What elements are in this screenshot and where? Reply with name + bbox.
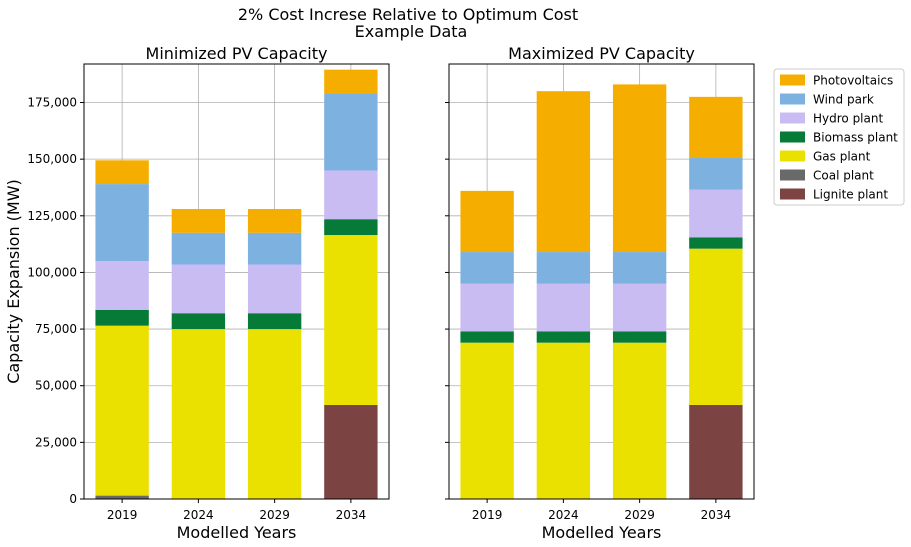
right-xtick-label: 2019 xyxy=(472,508,503,522)
right-x-axis-label: Modelled Years xyxy=(542,523,662,542)
right-bar-hydro-plant-2029 xyxy=(612,283,667,332)
left-chart-panel: 0 25,000 50,000 75,000 100,000 125,000 150,000… xyxy=(4,44,390,542)
left-bar-biomass-plant-2034 xyxy=(324,219,378,236)
left-bar-biomass-plant-2029 xyxy=(247,313,302,330)
right-xtick-label: 2029 xyxy=(624,508,655,522)
legend-label-gas-plant: Gas plant xyxy=(813,150,871,164)
right-bar-photovoltaics-2034 xyxy=(689,96,743,159)
right-bar-hydro-plant-2019 xyxy=(460,283,514,332)
left-bar-biomass-plant-2024 xyxy=(171,313,226,330)
legend-label-coal-plant: Coal plant xyxy=(813,169,874,183)
left-bar-gas-plant-2024 xyxy=(171,329,226,499)
legend-swatch-coal-plant xyxy=(780,169,805,181)
left-bar-gas-plant-2029 xyxy=(247,329,302,499)
left-bar-wind-park-2029 xyxy=(247,232,302,265)
right-bar-wind-park-2034 xyxy=(689,158,743,190)
legend-swatch-photovoltaics xyxy=(780,74,805,86)
left-bar-photovoltaics-2029 xyxy=(247,209,302,233)
left-bar-coal-plant-2019 xyxy=(95,495,149,499)
left-bar-lignite-plant-2034 xyxy=(324,404,378,499)
right-bar-wind-park-2024 xyxy=(536,252,591,284)
right-bar-photovoltaics-2029 xyxy=(612,84,667,253)
left-bar-wind-park-2034 xyxy=(324,93,378,171)
legend: Photovoltaics Wind park Hydro plant Biomass… xyxy=(773,68,905,206)
right-bar-biomass-plant-2019 xyxy=(460,331,514,343)
left-ytick-label: 50,000 xyxy=(35,379,77,393)
left-bar-photovoltaics-2024 xyxy=(171,209,226,233)
right-bar-hydro-plant-2024 xyxy=(536,283,591,332)
right-xtick-label: 2034 xyxy=(701,508,732,522)
right-bar-biomass-plant-2034 xyxy=(689,237,743,249)
left-x-axis-label: Modelled Years xyxy=(177,523,297,542)
legend-label-hydro-plant: Hydro plant xyxy=(813,112,883,126)
legend-swatch-lignite-plant xyxy=(780,188,805,200)
left-y-axis-label: Capacity Expansion (MW) xyxy=(4,179,23,384)
right-chart-panel: 2019 2024 2029 2034 Maximized PV Capacity Mod… xyxy=(445,44,755,542)
figure-title-line1: 2% Cost Increse Relative to Optimum Cost xyxy=(238,5,578,24)
legend-label-lignite-plant: Lignite plant xyxy=(813,188,888,202)
right-bar-photovoltaics-2019 xyxy=(460,190,514,253)
legend-frame xyxy=(773,68,905,206)
left-bar-hydro-plant-2034 xyxy=(324,170,378,220)
left-bar-gas-plant-2034 xyxy=(324,235,378,405)
right-bar-gas-plant-2029 xyxy=(612,342,667,499)
legend-swatch-gas-plant xyxy=(780,150,805,162)
left-bar-biomass-plant-2019 xyxy=(95,309,149,326)
right-bar-gas-plant-2034 xyxy=(689,248,743,405)
legend-swatch-biomass-plant xyxy=(780,131,805,143)
left-bar-wind-park-2019 xyxy=(95,184,149,262)
left-ytick-label: 125,000 xyxy=(27,209,77,223)
left-ytick-label: 175,000 xyxy=(27,96,77,110)
legend-swatch-wind-park xyxy=(780,93,805,105)
left-ytick-label: 75,000 xyxy=(35,322,77,336)
left-xtick-label: 2019 xyxy=(107,508,138,522)
right-bar-photovoltaics-2024 xyxy=(536,91,591,253)
left-ytick-label: 0 xyxy=(69,492,77,506)
left-bar-wind-park-2024 xyxy=(171,232,226,265)
left-bar-gas-plant-2019 xyxy=(95,325,149,496)
left-bar-hydro-plant-2024 xyxy=(171,264,226,314)
legend-label-photovoltaics: Photovoltaics xyxy=(813,74,893,88)
right-bar-biomass-plant-2024 xyxy=(536,331,591,343)
left-axes-frame xyxy=(83,63,390,500)
right-chart-title: Maximized PV Capacity xyxy=(508,44,695,63)
right-bar-lignite-plant-2034 xyxy=(689,404,743,499)
figure-title-line2: Example Data xyxy=(355,22,468,41)
right-bar-wind-park-2029 xyxy=(612,252,667,284)
left-xtick-label: 2029 xyxy=(259,508,290,522)
right-bar-wind-park-2019 xyxy=(460,252,514,284)
legend-label-biomass-plant: Biomass plant xyxy=(813,131,898,145)
left-ytick-label: 100,000 xyxy=(27,265,77,279)
right-bar-gas-plant-2024 xyxy=(536,342,591,499)
left-bar-hydro-plant-2029 xyxy=(247,264,302,314)
left-chart-title: Minimized PV Capacity xyxy=(146,44,328,63)
legend-label-wind-park: Wind park xyxy=(813,93,874,107)
legend-swatch-hydro-plant xyxy=(780,112,805,124)
right-bar-hydro-plant-2034 xyxy=(689,189,743,238)
left-bar-hydro-plant-2019 xyxy=(95,261,149,310)
left-ytick-label: 25,000 xyxy=(35,435,77,449)
left-xtick-label: 2034 xyxy=(336,508,367,522)
right-bar-biomass-plant-2029 xyxy=(612,331,667,343)
right-bar-gas-plant-2019 xyxy=(460,342,514,499)
left-bar-photovoltaics-2034 xyxy=(324,69,378,94)
right-xtick-label: 2024 xyxy=(548,508,579,522)
right-axes-frame xyxy=(448,63,755,500)
left-ytick-label: 150,000 xyxy=(27,152,77,166)
left-bar-photovoltaics-2019 xyxy=(95,160,149,185)
left-xtick-label: 2024 xyxy=(183,508,214,522)
